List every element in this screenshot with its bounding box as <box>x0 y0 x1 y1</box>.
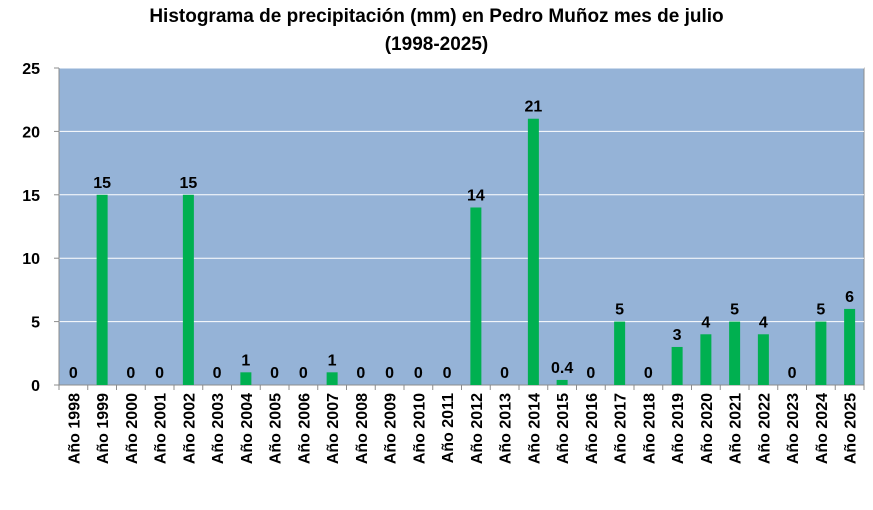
bar <box>96 194 108 385</box>
x-tick-label: Año 2019 <box>670 393 687 464</box>
y-tick-label: 0 <box>31 378 40 395</box>
x-tick-label: Año 2013 <box>498 393 515 464</box>
data-label: 5 <box>816 302 825 319</box>
y-tick-label: 10 <box>22 251 40 268</box>
data-label: 0 <box>270 365 279 382</box>
bar <box>556 379 568 385</box>
y-tick-label: 20 <box>22 124 40 141</box>
data-label: 0 <box>788 365 797 382</box>
x-tick-label: Año 2010 <box>411 393 428 464</box>
data-label: 0 <box>69 365 78 382</box>
x-tick-label: Año 2022 <box>756 393 773 464</box>
x-tick-label: Año 2001 <box>153 393 170 464</box>
x-tick-label: Año 2011 <box>440 393 457 463</box>
data-label: 0 <box>644 365 653 382</box>
x-tick-label: Año 1998 <box>66 393 83 464</box>
bar <box>240 372 252 385</box>
data-label: 5 <box>730 302 739 319</box>
data-label: 0 <box>443 365 452 382</box>
chart-subtitle: (1998-2025) <box>384 34 489 55</box>
bar <box>700 334 712 385</box>
x-tick-label: Año 2004 <box>239 393 256 464</box>
x-tick-label: Año 2017 <box>613 393 630 464</box>
x-tick-label: Año 2000 <box>124 393 141 464</box>
bar <box>614 321 626 385</box>
data-label: 4 <box>759 314 768 331</box>
x-tick-label: Año 2020 <box>699 393 716 464</box>
data-label: 5 <box>615 302 624 319</box>
data-label: 4 <box>701 314 710 331</box>
data-label: 21 <box>524 99 542 116</box>
bar <box>326 372 338 385</box>
data-label: 0 <box>155 365 164 382</box>
data-label: 14 <box>467 187 485 204</box>
x-tick-label: Año 2012 <box>469 393 486 464</box>
x-tick-label: Año 1999 <box>95 393 112 464</box>
plot-area <box>58 67 865 386</box>
bar <box>815 321 827 385</box>
bar <box>182 194 194 385</box>
x-tick-label: Año 2005 <box>268 393 285 464</box>
y-tick-label: 5 <box>31 315 40 332</box>
bar <box>757 334 769 385</box>
x-tick-label: Año 2006 <box>296 393 313 464</box>
data-label: 0 <box>414 365 423 382</box>
data-label: 15 <box>179 175 197 192</box>
bar <box>671 346 683 385</box>
x-tick-label: Año 2021 <box>728 393 745 464</box>
data-label: 1 <box>241 352 250 369</box>
data-label: 0 <box>213 365 222 382</box>
x-tick-label: Año 2023 <box>785 393 802 464</box>
data-label: 0.4 <box>551 360 573 377</box>
data-label: 3 <box>673 327 682 344</box>
x-tick-label: Año 2018 <box>641 393 658 464</box>
data-label: 0 <box>586 365 595 382</box>
x-tick-label: Año 2014 <box>526 393 543 464</box>
y-tick-label: 15 <box>22 188 40 205</box>
data-label: 0 <box>500 365 509 382</box>
x-tick-label: Año 2024 <box>814 393 831 464</box>
data-label: 0 <box>126 365 135 382</box>
bar <box>527 118 539 385</box>
x-tick-label: Año 2008 <box>354 393 371 464</box>
data-label: 1 <box>328 352 337 369</box>
bar <box>844 308 856 385</box>
bar <box>729 321 741 385</box>
data-label: 0 <box>299 365 308 382</box>
y-tick-label: 25 <box>22 61 40 78</box>
x-tick-label: Año 2003 <box>210 393 227 464</box>
data-label: 6 <box>845 289 854 306</box>
data-label: 0 <box>385 365 394 382</box>
x-tick-label: Año 2002 <box>181 393 198 464</box>
x-tick-label: Año 2007 <box>325 393 342 464</box>
x-tick-label: Año 2025 <box>843 393 860 464</box>
chart-title: Histograma de precipitación (mm) en Pedr… <box>149 6 724 27</box>
bar <box>470 207 482 385</box>
data-label: 15 <box>93 175 111 192</box>
data-label: 0 <box>356 365 365 382</box>
x-tick-label: Año 2009 <box>383 393 400 464</box>
x-tick-label: Año 2015 <box>555 393 572 464</box>
x-tick-label: Año 2016 <box>584 393 601 464</box>
